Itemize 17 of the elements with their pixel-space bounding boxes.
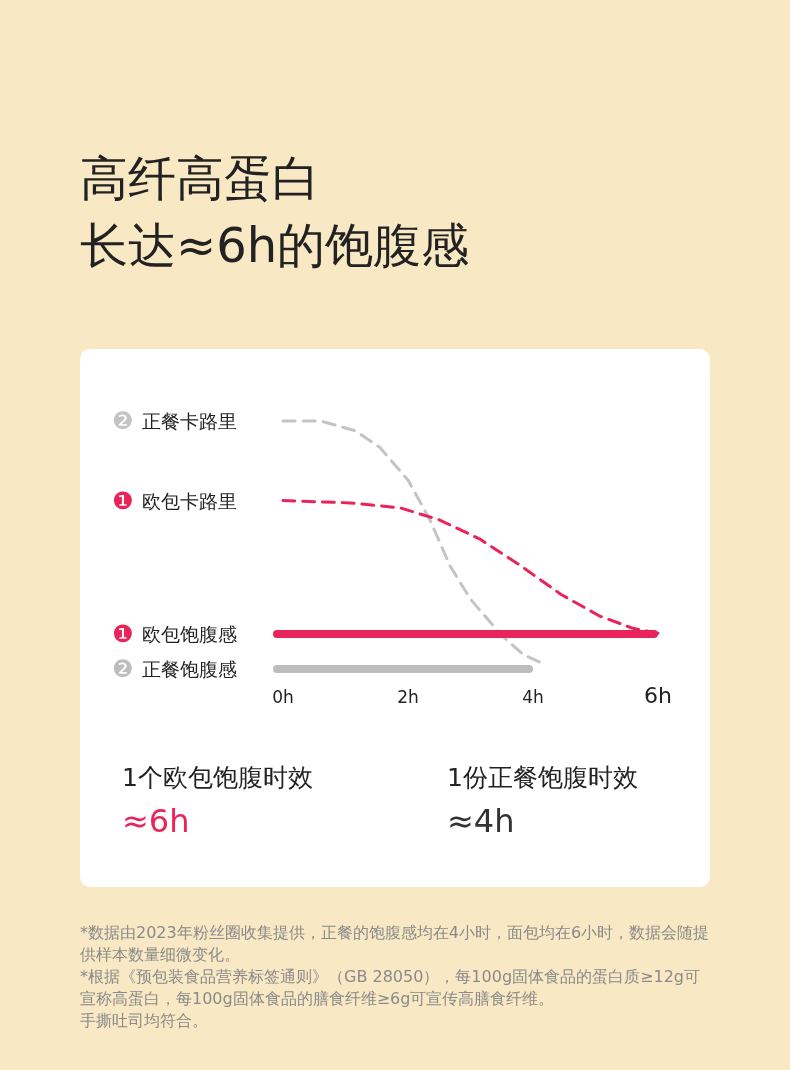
text: 1份正餐饱腹时效 — [447, 763, 638, 792]
x-tick-label: 6h — [644, 683, 672, 708]
series-label: ❷ 正餐卡路里 — [112, 407, 237, 435]
x-tick-label: 2h — [397, 687, 419, 707]
chart-subtitle: 长达≈6h的饱腹感 — [80, 217, 470, 273]
chart-title: 高纤高蛋白 — [80, 150, 320, 206]
series-label: ❶ 欧包卡路里 — [112, 486, 237, 515]
text: 1个欧包饱腹时效 — [122, 763, 313, 792]
y-tick-label: ❶ 欧包饱腹感 — [112, 620, 237, 648]
text: ≈4h — [447, 802, 515, 840]
text: ≈6h — [122, 802, 190, 840]
text: 手撕吐司均符合。 — [80, 1010, 209, 1032]
x-tick-label: 4h — [522, 687, 544, 707]
x-tick-label: 0h — [272, 687, 294, 707]
text: *根据《预包装食品营养标签通则》（GB 28050），每100g固体食品的蛋白质≥12g可宣称高蛋白，每100g固体食品的膳食纤维≥6g可宣传高膳食纤维。 — [80, 966, 701, 1010]
y-tick-label: ❷ 正餐饱腹感 — [112, 655, 237, 683]
text: *数据由2023年粉丝圈收集提供，正餐的饱腹感均在4小时，面包均在6小时，数据会随提供样本数量细微变化。 — [80, 922, 710, 966]
